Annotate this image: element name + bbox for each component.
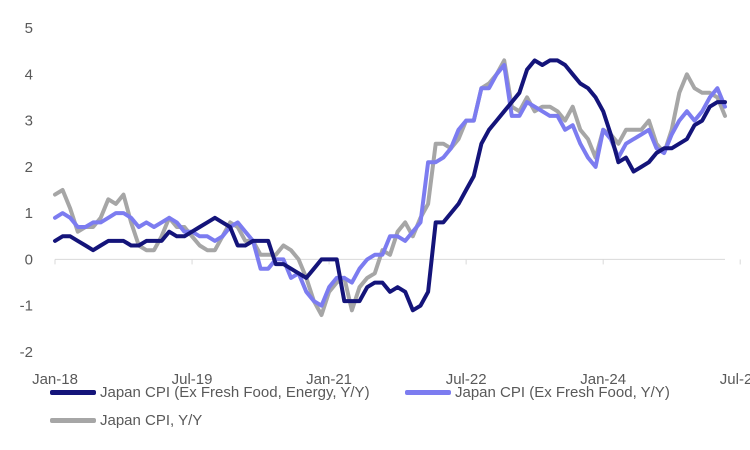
legend-item-cpi-ex-fresh: Japan CPI (Ex Fresh Food, Y/Y) [405, 384, 670, 401]
legend-item-headline-cpi: Japan CPI, Y/Y [50, 412, 202, 429]
x-tick-label: Jan-21 [306, 371, 352, 388]
y-axis-ticks: -2 -1 0 1 2 3 4 5 [20, 20, 33, 361]
y-tick-label: 4 [25, 66, 33, 83]
legend-swatch-headline-cpi [50, 418, 96, 423]
series-line-core-cpi [53, 58, 727, 313]
y-tick-label: 3 [25, 113, 33, 130]
y-tick-label: -1 [20, 298, 33, 315]
y-tick-label: 2 [25, 159, 33, 176]
legend-label-core-cpi: Japan CPI (Ex Fresh Food, Energy, Y/Y) [100, 384, 370, 401]
x-tick-label: Jul-25 [720, 371, 750, 388]
legend-label-headline-cpi: Japan CPI, Y/Y [100, 412, 203, 429]
legend-item-core-cpi: Japan CPI (Ex Fresh Food, Energy, Y/Y) [50, 384, 370, 401]
legend-label-cpi-ex-fresh: Japan CPI (Ex Fresh Food, Y/Y) [455, 384, 670, 401]
y-tick-label: -2 [20, 344, 33, 361]
series-line-cpi-ex-fresh [53, 63, 727, 308]
x-tick-label: Jul-22 [446, 371, 487, 388]
x-axis-ticks: Jan-18 Jul-19 Jan-21 Jul-22 Jan-24 Jul-25 [32, 259, 750, 388]
y-tick-label: 5 [25, 20, 33, 37]
legend-swatch-cpi-ex-fresh [405, 390, 451, 395]
x-tick-label: Jan-24 [580, 371, 626, 388]
series-lines [53, 58, 727, 317]
y-tick-label: 0 [25, 251, 33, 268]
legend-swatch-core-cpi [50, 390, 96, 395]
y-tick-label: 1 [25, 205, 33, 222]
series-line-headline-cpi [53, 58, 727, 317]
x-tick-label: Jan-18 [32, 371, 78, 388]
x-tick-label: Jul-19 [172, 371, 213, 388]
